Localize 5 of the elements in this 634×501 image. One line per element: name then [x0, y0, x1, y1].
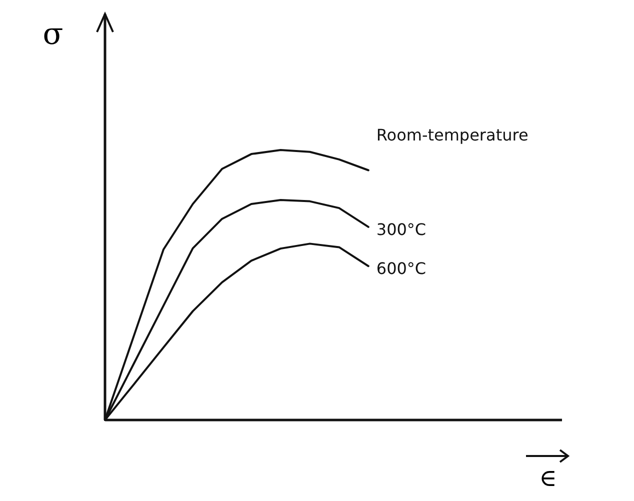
series-label: Room-temperature	[376, 125, 528, 144]
series-label: 600°C	[376, 259, 426, 278]
x-axis-title: ∈	[539, 464, 557, 492]
series-label: 300°C	[376, 220, 426, 239]
y-axis-title: σ	[42, 17, 64, 52]
